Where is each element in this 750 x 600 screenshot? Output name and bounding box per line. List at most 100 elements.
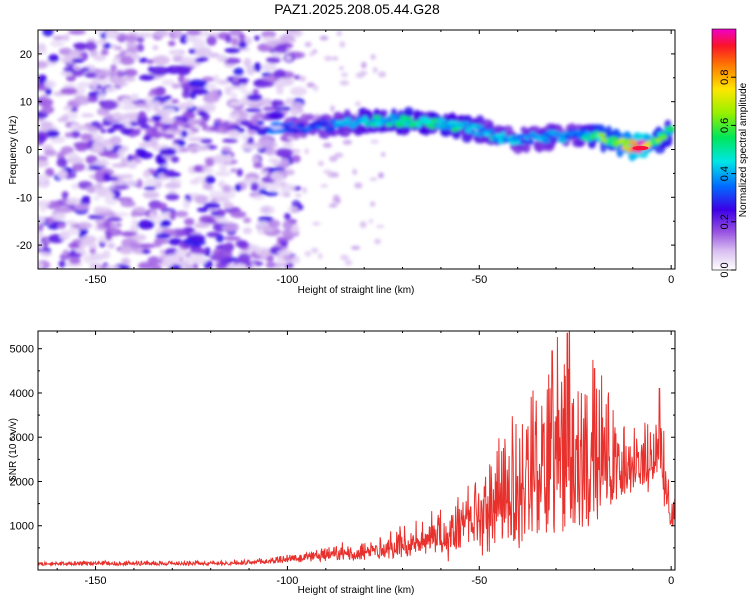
heatmap-noise-blob [169,210,176,221]
heatmap-noise-blob [185,36,199,42]
heatmap-noise-blob [237,253,251,263]
heatmap-noise-blob [168,238,183,246]
heatmap-ridge-core [465,128,473,134]
heatmap-ridge-core [101,121,113,127]
heatmap-noise-blob [291,154,301,163]
heatmap-noise-blob [89,253,106,261]
heatmap-noise-blob [80,133,93,141]
heatmap-noise-blob [92,196,101,201]
heatmap-noise-blob [65,200,77,205]
heatmap-noise-blob [103,192,115,199]
heatmap-noise-blob [253,35,261,41]
heatmap-noise-blob [158,202,168,211]
heatmap-noise-blob [329,155,338,162]
heatmap-noise-blob [290,38,296,43]
heatmap-noise-blob [370,54,376,60]
heatmap-noise-blob [324,55,333,62]
heatmap-noise-blob [309,52,315,57]
heatmap-x-tick-label: 0 [668,274,674,286]
heatmap-noise-blob [150,66,169,76]
heatmap-ridge-core [461,120,470,127]
heatmap-noise-blob [109,44,117,49]
heatmap-noise-blob [241,133,248,142]
snr-x-tick-label: -50 [471,575,487,587]
heatmap-noise-blob [286,30,300,34]
heatmap-noise-blob [103,42,112,49]
heatmap-ridge-core [321,121,330,127]
heatmap-noise-blob [56,157,68,168]
heatmap-ridge-core [148,126,158,132]
heatmap-noise-blob [96,107,110,116]
heatmap-ridge-core [628,139,637,145]
heatmap-noise-blob [193,256,207,265]
heatmap-noise-blob [359,221,367,229]
heatmap-noise-blob [97,93,106,100]
heatmap-noise-blob [153,55,171,66]
snr-y-tick-label: 1000 [10,521,34,533]
heatmap-ridge-core [287,121,295,127]
heatmap-noise-blob [240,143,257,151]
heatmap-ridge-core [129,121,138,127]
snr-y-tick-label: 3000 [10,432,34,444]
heatmap-noise-blob [52,212,66,221]
heatmap-noise-blob [90,80,98,90]
heatmap-noise-blob [233,67,244,76]
heatmap-noise-blob [50,40,65,47]
heatmap-noise-blob [271,51,283,59]
heatmap-noise-blob [224,242,235,253]
heatmap-noise-blob [39,120,52,131]
heatmap-noise-blob [93,54,106,62]
heatmap-noise-blob [260,46,276,51]
heatmap-noise-blob [286,47,291,54]
snr-x-tick-label: -150 [85,575,107,587]
heatmap-noise-blob [374,238,381,245]
heatmap-noise-blob [66,252,82,258]
heatmap-noise-blob [306,82,315,88]
heatmap-noise-blob [304,148,309,155]
heatmap-noise-blob [304,41,312,48]
heatmap-noise-blob [45,167,55,177]
heatmap-noise-blob [103,219,112,229]
heatmap-noise-blob [100,49,109,56]
heatmap-noise-blob [126,45,139,54]
heatmap-ridge-core [95,124,104,130]
heatmap-noise-blob [127,160,138,169]
heatmap-noise-blob [265,147,277,156]
heatmap-noise-blob [378,172,384,179]
heatmap-noise-blob [312,221,321,226]
heatmap-ridge-core [666,126,675,132]
heatmap-noise-blob [122,199,129,207]
heatmap-noise-blob [122,75,136,82]
heatmap-noise-blob [204,167,214,173]
heatmap-noise-blob [230,92,238,99]
heatmap-noise-blob [222,138,238,143]
heatmap-noise-blob [224,47,241,54]
heatmap-noise-blob [205,158,215,167]
heatmap-ridge-core [550,137,557,142]
heatmap-noise-blob [68,242,80,249]
heatmap-noise-blob [313,84,319,92]
heatmap-noise-blob [376,224,385,229]
heatmap-x-axis-label: Height of straight line (km) [298,285,415,296]
heatmap-noise-blob [61,191,69,199]
heatmap-noise-blob [189,179,200,185]
heatmap-noise-blob [188,79,207,87]
heatmap-ridge-core [214,118,223,124]
heatmap-noise-blob [143,136,152,142]
heatmap-noise-blob [58,260,66,268]
heatmap-noise-blob [132,154,139,161]
heatmap-noise-blob [136,32,154,38]
heatmap-noise-blob [130,53,140,60]
heatmap-ridge-core [622,143,630,148]
heatmap-ridge-core [519,139,529,144]
heatmap-noise-blob [274,265,282,269]
heatmap-noise-blob [351,246,361,250]
heatmap-peak-blob [632,145,649,151]
heatmap-ridge-core [209,125,220,131]
heatmap-noise-blob [113,179,123,185]
heatmap-noise-blob [238,40,248,49]
heatmap-noise-blob [217,79,230,85]
heatmap-noise-blob [71,58,85,64]
heatmap-noise-blob [331,56,339,61]
